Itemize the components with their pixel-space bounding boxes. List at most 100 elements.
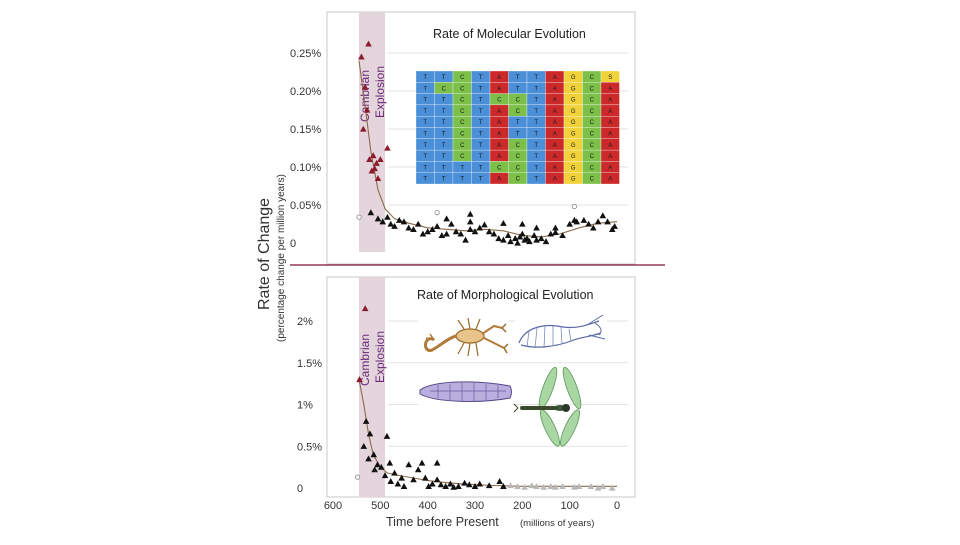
dna-base-label: C	[460, 154, 465, 160]
dna-base-label: A	[608, 98, 612, 104]
data-point	[365, 455, 372, 462]
data-point	[559, 232, 566, 239]
data-point	[471, 483, 479, 489]
dna-base-label: T	[423, 143, 427, 149]
dna-base-label: A	[608, 109, 612, 115]
dna-base-label: T	[516, 132, 520, 138]
faded-data-point	[547, 483, 555, 489]
dna-base-label: T	[534, 120, 538, 126]
dna-base-label: G	[571, 120, 576, 126]
morphological-chart-title: Rate of Morphological Evolution	[417, 288, 594, 302]
data-point	[457, 230, 465, 237]
dna-base-label: T	[534, 109, 538, 115]
morphological-cambrian-band	[359, 277, 386, 497]
data-point	[433, 222, 441, 229]
y-tick-label: 2%	[297, 316, 313, 328]
data-point	[438, 232, 446, 239]
dna-base-label: T	[442, 165, 446, 171]
data-point	[371, 466, 378, 473]
y-tick-label: 0.25%	[290, 48, 321, 60]
data-point	[400, 218, 408, 225]
dna-base-label: T	[442, 109, 446, 115]
faded-data-point	[521, 483, 528, 490]
cambrian-data-point	[359, 125, 367, 132]
open-data-point	[571, 203, 578, 210]
y-tick-label: 1%	[297, 400, 313, 412]
dna-base-label: T	[423, 75, 427, 81]
dna-base-label: G	[571, 143, 576, 149]
dna-base-label: C	[590, 86, 595, 92]
y-tick-label: 1.5%	[297, 358, 322, 370]
dna-base-label: A	[608, 132, 612, 138]
dna-base-label: T	[479, 132, 483, 138]
dna-base-label: C	[590, 75, 595, 81]
dna-base-label: T	[479, 165, 483, 171]
x-tick-label: 300	[466, 500, 484, 512]
open-data-point	[355, 474, 361, 480]
dna-base-label: A	[608, 177, 612, 183]
x-tick-label: 600	[324, 500, 342, 512]
data-point	[443, 230, 450, 237]
cambrian-data-point	[361, 83, 369, 90]
data-point	[611, 222, 618, 229]
dna-base-label: A	[497, 143, 501, 149]
data-point	[490, 230, 498, 237]
molecular-cambrian-label: Cambrian	[358, 70, 372, 122]
data-point	[410, 476, 417, 483]
data-point	[405, 461, 413, 468]
dna-base-label: A	[497, 154, 501, 160]
data-point	[511, 235, 519, 242]
data-point	[476, 224, 484, 231]
cambrian-data-point	[363, 106, 371, 113]
dna-base-label: T	[534, 154, 538, 160]
faded-data-point	[559, 483, 566, 489]
data-point	[400, 483, 408, 489]
dna-base-label: T	[479, 143, 483, 149]
dna-base-label: T	[534, 98, 538, 104]
dna-base-label: C	[516, 177, 521, 183]
dna-base-label: T	[516, 86, 520, 92]
dna-base-label: T	[442, 177, 446, 183]
data-point	[507, 238, 514, 245]
dna-base-label: C	[460, 109, 465, 115]
morphological-explosion-label: Explosion	[373, 331, 387, 383]
data-point	[450, 483, 457, 490]
data-point	[519, 230, 526, 237]
dna-base-label: G	[571, 75, 576, 81]
dna-base-label: C	[516, 98, 521, 104]
dna-base-label: T	[534, 165, 538, 171]
data-point	[374, 215, 382, 222]
dna-base-label: T	[479, 75, 483, 81]
dna-base-label: A	[553, 177, 557, 183]
data-point	[429, 480, 436, 487]
dna-base-label: T	[479, 154, 483, 160]
dna-base-label: T	[423, 177, 427, 183]
faded-data-point	[599, 483, 607, 489]
data-point	[530, 232, 538, 239]
dna-base-label: C	[590, 120, 595, 126]
dna-base-label: G	[571, 132, 576, 138]
data-point	[391, 222, 398, 229]
data-point	[571, 216, 578, 223]
dna-base-label: T	[442, 132, 446, 138]
data-point	[367, 209, 375, 216]
data-point	[379, 218, 386, 225]
dna-base-label: A	[608, 165, 612, 171]
y-tick-label: 0.05%	[290, 200, 321, 212]
dna-base-label: C	[497, 165, 502, 171]
data-point	[394, 480, 402, 487]
dna-base-label: C	[460, 86, 465, 92]
data-point	[476, 480, 484, 487]
data-point	[384, 213, 391, 220]
dna-base-label: T	[442, 98, 446, 104]
data-point	[433, 476, 441, 483]
dna-base-label: T	[516, 120, 520, 126]
dna-base-label: G	[571, 154, 576, 160]
data-point	[542, 238, 550, 245]
dna-base-label: C	[497, 98, 502, 104]
cambrian-data-point	[384, 144, 391, 151]
elongated-fossil-icon	[418, 376, 512, 408]
dna-base-label: T	[534, 75, 538, 81]
open-data-point	[356, 214, 362, 220]
data-point	[466, 210, 474, 217]
